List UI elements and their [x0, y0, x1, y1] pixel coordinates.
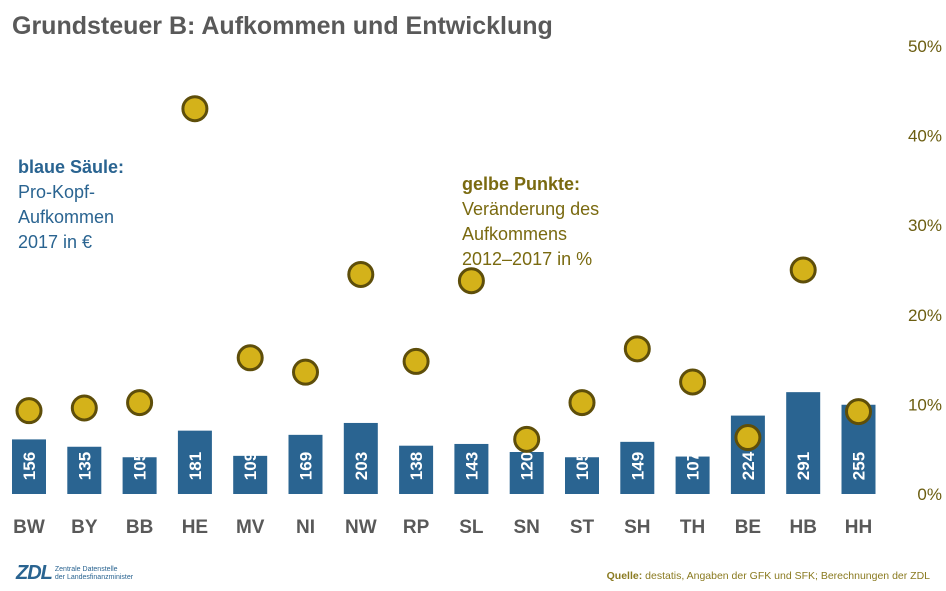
dot-rp [402, 347, 430, 375]
dots-group [15, 95, 872, 453]
y2-tick-label: 30% [908, 216, 942, 235]
zdl-logo: ZDL Zentrale Datenstelle der Landesfinan… [16, 562, 133, 585]
x-label-st: ST [570, 517, 595, 538]
source-label: Quelle: [606, 570, 643, 582]
bar-legend-annotation: blaue Säule: Pro-Kopf- Aufkommen 2017 in… [18, 155, 124, 255]
dot-legend-heading: gelbe Punkte: [462, 174, 581, 194]
y2-tick-label: 20% [908, 306, 942, 325]
y2-tick-label: 50% [908, 37, 942, 56]
dot-hb [789, 256, 817, 284]
dot-legend-line: Aufkommens [462, 224, 568, 244]
bar-legend-heading: blaue Säule: [18, 157, 125, 177]
bar-legend-line: 2017 in € [18, 232, 93, 252]
bar-st [565, 457, 599, 494]
dot-hh [845, 398, 872, 426]
x-label-ni: NI [296, 517, 315, 538]
bar-by [67, 446, 102, 494]
bar-value-label: 291 [794, 452, 813, 480]
x-label-nw: NW [345, 517, 377, 538]
bar-mv [233, 455, 268, 494]
logo-mark: ZDL [16, 562, 53, 584]
bar-value-label: 255 [850, 452, 869, 480]
bar-sl [454, 443, 489, 494]
y2-tick-label: 10% [908, 395, 942, 414]
bar-bw [12, 439, 46, 494]
y2-tick-label: 40% [908, 127, 942, 146]
bar-value-label: 120 [518, 452, 537, 480]
dot-by [70, 394, 98, 422]
bar-value-label: 149 [628, 452, 647, 480]
dot-legend-line: 2012–2017 in % [462, 249, 593, 269]
bar-value-label: 181 [186, 452, 205, 480]
x-label-by: BY [71, 517, 98, 538]
logo-line: der Landesfinanzminister [54, 573, 134, 581]
x-label-th: TH [680, 517, 705, 538]
source-note: Quelle: destatis, Angaben der GFK und SF… [607, 570, 930, 582]
logo-line: Zentrale Datenstelle [54, 565, 118, 573]
x-label-he: HE [182, 517, 208, 538]
y2-tick-label: 0% [917, 485, 942, 504]
dot-he [181, 95, 209, 123]
bar-value-labels: 156 135 105 181 109 169 203 138 143 120 105 149 107 2… [20, 451, 869, 480]
dot-sh [623, 335, 651, 363]
bar-he [177, 430, 212, 494]
bar-value-label: 135 [75, 452, 94, 480]
bar-value-label: 169 [297, 452, 316, 480]
dot-mv [236, 344, 264, 372]
dot-bw [15, 397, 43, 425]
dot-ni [292, 358, 319, 386]
bar-value-label: 143 [462, 452, 481, 480]
dot-st [568, 389, 596, 417]
bar-value-label: 109 [241, 452, 260, 480]
bar-sh [620, 441, 655, 494]
bar-nw [343, 422, 378, 494]
dot-legend-annotation: gelbe Punkte: Veränderung des Aufkommens… [462, 172, 599, 272]
x-label-sh: SH [624, 517, 650, 538]
bar-bb [122, 457, 157, 494]
dot-be [734, 424, 762, 452]
x-label-be: BE [735, 517, 761, 538]
bar-ni [288, 434, 323, 494]
x-label-hh: HH [845, 517, 872, 538]
bar-rp [399, 445, 434, 494]
chart-title: Grundsteuer B: Aufkommen und Entwicklung [12, 12, 553, 40]
dot-bb [126, 389, 154, 417]
bar-value-label: 105 [573, 452, 592, 480]
right-axis-ticks: 0% 10% 20% 30% 40% 50% [908, 37, 942, 504]
bar-value-label: 105 [131, 452, 150, 480]
bar-value-label: 107 [684, 452, 703, 480]
dot-sl [457, 267, 485, 295]
bar-legend-line: Pro-Kopf- [18, 182, 96, 202]
bar-value-label: 138 [407, 452, 426, 480]
x-label-bb: BB [126, 517, 153, 538]
logo-subtitle: Zentrale Datenstelle der Landesfinanzmin… [55, 566, 133, 582]
dot-nw [347, 260, 375, 288]
x-label-rp: RP [403, 517, 430, 538]
bars-group [12, 392, 876, 494]
x-label-mv: MV [236, 517, 265, 538]
x-label-bw: BW [13, 517, 45, 538]
x-label-hb: HB [789, 517, 816, 538]
dot-th [679, 368, 707, 396]
source-text: destatis, Angaben der GFK und SFK; Berec… [645, 570, 930, 582]
bar-hb [786, 392, 821, 494]
bar-legend-line: Aufkommen [18, 207, 115, 227]
bar-value-label: 156 [20, 452, 39, 480]
bar-th [675, 456, 710, 494]
bar-value-label: 224 [739, 451, 758, 480]
x-label-sl: SL [459, 517, 484, 538]
dot-sn [513, 425, 541, 453]
bar-value-label: 203 [352, 452, 371, 480]
x-axis-labels: BW BY BB HE MV NI NW RP SL SN ST SH TH BE HB HH [13, 517, 872, 538]
x-label-sn: SN [513, 517, 539, 538]
bar-sn [509, 452, 544, 494]
dot-legend-line: Veränderung des [462, 199, 600, 219]
